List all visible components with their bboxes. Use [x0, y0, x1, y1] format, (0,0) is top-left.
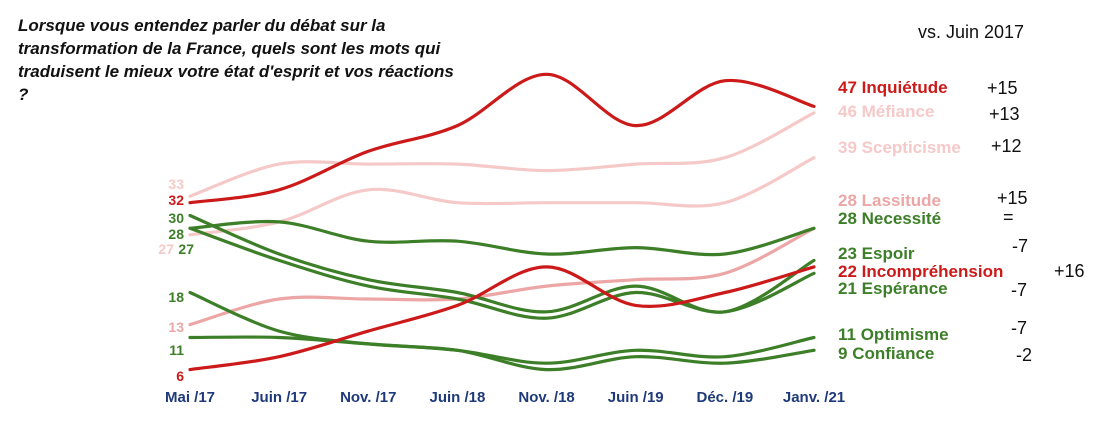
- end-value: 46: [838, 102, 857, 121]
- end-value: 9: [838, 344, 847, 363]
- series-name: Méfiance: [857, 102, 934, 121]
- series-name: Incompréhension: [857, 262, 1003, 281]
- series-name: Scepticisme: [857, 138, 961, 157]
- x-tick-label: Déc. /19: [696, 389, 753, 406]
- series-name: Necessité: [857, 209, 941, 228]
- start-label-necessité: 28: [168, 226, 184, 242]
- end-value: 28: [838, 191, 857, 210]
- start-label-incompréhension: 6: [176, 368, 184, 384]
- series-line-confiance: [188, 290, 816, 372]
- x-tick-label: Janv. /21: [783, 389, 845, 406]
- end-value: 23: [838, 244, 857, 263]
- start-label-espoir: 30: [168, 210, 184, 226]
- change-label-necessité: =: [1003, 207, 1014, 227]
- series-line-necessité: [188, 219, 816, 257]
- series-line-incompréhension: [188, 265, 816, 372]
- end-label-espérance: 21 Espérance: [838, 279, 948, 298]
- series-line-scepticisme: [188, 156, 816, 237]
- end-label-necessité: 28 Necessité: [838, 209, 941, 228]
- end-value: 28: [838, 209, 857, 228]
- end-label-confiance: 9 Confiance: [838, 344, 934, 363]
- change-label-espérance: -7: [1011, 280, 1027, 300]
- series-line-méfiance: [188, 111, 816, 198]
- end-label-méfiance: 46 Méfiance: [838, 102, 934, 121]
- change-label-optimisme: -7: [1011, 318, 1027, 338]
- x-tick-label: Juin /18: [429, 389, 485, 406]
- start-label-optimisme: 11: [169, 342, 184, 358]
- series-name: Espérance: [857, 279, 948, 298]
- change-label-espoir: -7: [1012, 236, 1028, 256]
- start-label-espérance: 27: [178, 241, 194, 257]
- start-label-scepticisme: 27: [158, 241, 174, 257]
- x-tick-label: Nov. /17: [340, 389, 396, 406]
- end-label-inquiétude: 47 Inquiétude: [838, 78, 948, 97]
- change-label-méfiance: +13: [989, 104, 1020, 124]
- change-label-confiance: -2: [1016, 345, 1032, 365]
- end-value: 39: [838, 138, 857, 157]
- series-line-lassitude: [188, 226, 816, 327]
- end-value: 47: [838, 78, 857, 97]
- x-tick-label: Juin /19: [608, 389, 664, 406]
- end-value: 22: [838, 262, 857, 281]
- comparison-header: vs. Juin 2017: [918, 22, 1025, 42]
- end-label-lassitude: 28 Lassitude: [838, 191, 941, 210]
- end-label-espoir: 23 Espoir: [838, 244, 915, 263]
- end-label-optimisme: 11 Optimisme: [838, 325, 949, 344]
- start-label-confiance: 18: [168, 289, 184, 305]
- x-tick-label: Juin /17: [251, 389, 307, 406]
- end-value: 21: [838, 279, 857, 298]
- start-label-méfiance: 33: [168, 176, 184, 192]
- series-line-inquiétude: [188, 72, 816, 205]
- series-name: Lassitude: [857, 191, 941, 210]
- change-label-scepticisme: +12: [991, 136, 1022, 156]
- x-tick-label: Mai /17: [165, 389, 215, 406]
- end-value: 11: [838, 325, 856, 344]
- start-label-inquiétude: 32: [168, 192, 184, 208]
- series-line-optimisme: [188, 335, 816, 365]
- chart-title: Lorsque vous entendez parler du débat su…: [18, 16, 454, 104]
- change-label-incompréhension: +16: [1054, 261, 1085, 281]
- series-name: Confiance: [847, 344, 934, 363]
- end-label-incompréhension: 22 Incompréhension: [838, 262, 1003, 281]
- change-label-inquiétude: +15: [987, 78, 1018, 98]
- series-name: Optimisme: [856, 325, 949, 344]
- x-tick-label: Nov. /18: [518, 389, 574, 406]
- series-name: Espoir: [857, 244, 915, 263]
- series-name: Inquiétude: [857, 78, 948, 97]
- start-label-lassitude: 13: [168, 319, 184, 335]
- series-line-espérance: [188, 226, 816, 320]
- change-label-lassitude: +15: [997, 188, 1028, 208]
- end-label-scepticisme: 39 Scepticisme: [838, 138, 961, 157]
